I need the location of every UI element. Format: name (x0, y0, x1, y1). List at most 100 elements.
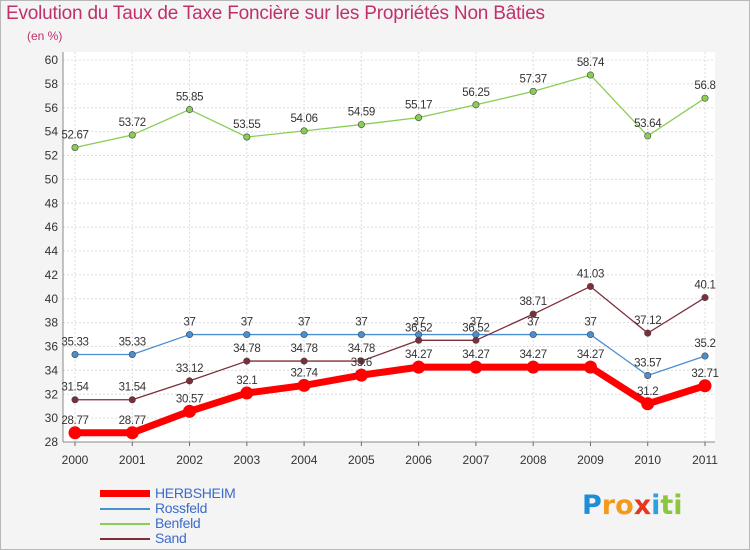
legend: HERBSHEIM Rossfeld Benfeld Sand (100, 485, 300, 546)
data-point-herbsheim (297, 378, 311, 392)
data-label-rossfeld: 37 (584, 317, 596, 329)
y-tick-label: 54 (45, 125, 59, 139)
data-point-sand (128, 396, 136, 404)
x-tick-label: 2006 (405, 453, 432, 467)
data-label-sand: 31.54 (119, 382, 147, 394)
data-point-sand (529, 310, 537, 318)
y-tick-label: 50 (45, 172, 59, 186)
x-tick-label: 2010 (634, 453, 661, 467)
data-point-benfeld (71, 144, 79, 152)
data-point-sand (586, 282, 594, 290)
data-label-rossfeld: 37 (183, 317, 195, 329)
data-label-herbsheim: 32.1 (236, 375, 257, 387)
data-label-benfeld: 55.17 (405, 100, 432, 112)
data-label-benfeld: 58.74 (577, 57, 605, 69)
y-tick-label: 52 (45, 149, 59, 163)
data-point-herbsheim (641, 397, 655, 411)
data-point-herbsheim (183, 404, 197, 418)
data-label-rossfeld: 37 (355, 317, 367, 329)
logo-letter: P (582, 490, 602, 521)
chart-title: Evolution du Taux de Taxe Foncière sur l… (6, 3, 545, 24)
logo-letter: i (673, 490, 683, 521)
logo-letter: x (633, 490, 652, 521)
data-point-herbsheim (354, 368, 368, 382)
data-point-benfeld (186, 106, 194, 114)
data-point-benfeld (586, 71, 594, 79)
data-point-rossfeld (701, 352, 709, 360)
legend-swatch-sand (100, 538, 150, 540)
data-point-sand (644, 329, 652, 337)
logo-letter: t (660, 490, 674, 521)
data-label-herbsheim: 34.27 (405, 349, 432, 361)
data-label-rossfeld: 37 (470, 317, 482, 329)
data-label-benfeld: 53.55 (233, 119, 260, 131)
y-tick-label: 28 (45, 435, 59, 449)
data-label-rossfeld: 37 (413, 317, 425, 329)
data-point-herbsheim (698, 379, 712, 393)
data-point-rossfeld (71, 350, 79, 358)
data-label-herbsheim: 32.74 (290, 367, 318, 379)
y-tick-label: 46 (45, 220, 59, 234)
data-point-sand (472, 336, 480, 344)
data-label-sand: 34.78 (233, 343, 260, 355)
data-label-benfeld: 56.8 (694, 80, 715, 92)
y-unit-label: (en %) (27, 29, 63, 43)
proxiti-logo: Proxiti (582, 490, 683, 521)
data-point-sand (415, 336, 423, 344)
data-label-herbsheim: 34.27 (520, 349, 547, 361)
y-tick-label: 40 (45, 292, 59, 306)
x-tick-label: 2002 (176, 453, 203, 467)
x-tick-label: 2008 (520, 453, 547, 467)
data-point-sand (701, 294, 709, 302)
data-label-sand: 33.12 (176, 363, 203, 375)
legend-label-herbsheim: HERBSHEIM (155, 485, 236, 501)
data-label-herbsheim: 28.77 (61, 415, 88, 427)
legend-swatch-benfeld (100, 523, 150, 525)
legend-swatch-herbsheim (100, 490, 150, 497)
data-point-herbsheim (583, 360, 597, 374)
data-point-herbsheim (240, 386, 254, 400)
data-label-benfeld: 54.06 (290, 113, 317, 125)
x-tick-label: 2009 (577, 453, 604, 467)
y-tick-label: 38 (45, 316, 59, 330)
data-point-benfeld (357, 121, 365, 129)
data-point-benfeld (243, 133, 251, 141)
data-label-herbsheim: 33.6 (351, 357, 372, 369)
data-point-sand (357, 357, 365, 365)
x-tick-label: 2004 (291, 453, 318, 467)
data-label-benfeld: 52.67 (61, 130, 88, 142)
legend-item-sand: Sand (100, 530, 300, 546)
x-tick-label: 2000 (62, 453, 89, 467)
data-point-rossfeld (128, 350, 136, 358)
data-label-benfeld: 57.37 (520, 73, 547, 85)
data-point-rossfeld (186, 331, 194, 339)
legend-label-rossfeld: Rossfeld (155, 500, 208, 516)
y-tick-label: 36 (45, 340, 59, 354)
series-line-benfeld (74, 74, 706, 149)
data-label-rossfeld: 33.57 (634, 358, 661, 370)
data-label-sand: 36.52 (462, 322, 489, 334)
data-label-herbsheim: 34.27 (462, 349, 489, 361)
data-label-sand: 36.52 (405, 322, 432, 334)
data-label-herbsheim: 28.77 (119, 415, 146, 427)
y-tick-label: 32 (45, 387, 59, 401)
data-point-benfeld (472, 101, 480, 109)
data-point-rossfeld (644, 372, 652, 380)
data-label-sand: 34.78 (290, 343, 317, 355)
logo-letter: i (651, 490, 661, 521)
data-label-sand: 38.71 (520, 296, 547, 308)
x-tick-label: 2003 (233, 453, 260, 467)
logo-letter: o (615, 490, 634, 521)
series-line-herbsheim (75, 363, 707, 437)
data-label-herbsheim: 34.27 (577, 349, 604, 361)
y-tick-label: 56 (45, 101, 59, 115)
data-label-rossfeld: 35.2 (694, 338, 715, 350)
y-tick-label: 48 (45, 196, 59, 210)
data-point-benfeld (128, 131, 136, 139)
y-tick-label: 60 (45, 53, 59, 67)
data-point-sand (71, 396, 79, 404)
data-label-benfeld: 56.25 (462, 87, 489, 99)
y-tick-label: 30 (45, 411, 59, 425)
data-point-rossfeld (300, 331, 308, 339)
data-label-sand: 41.03 (577, 268, 604, 280)
